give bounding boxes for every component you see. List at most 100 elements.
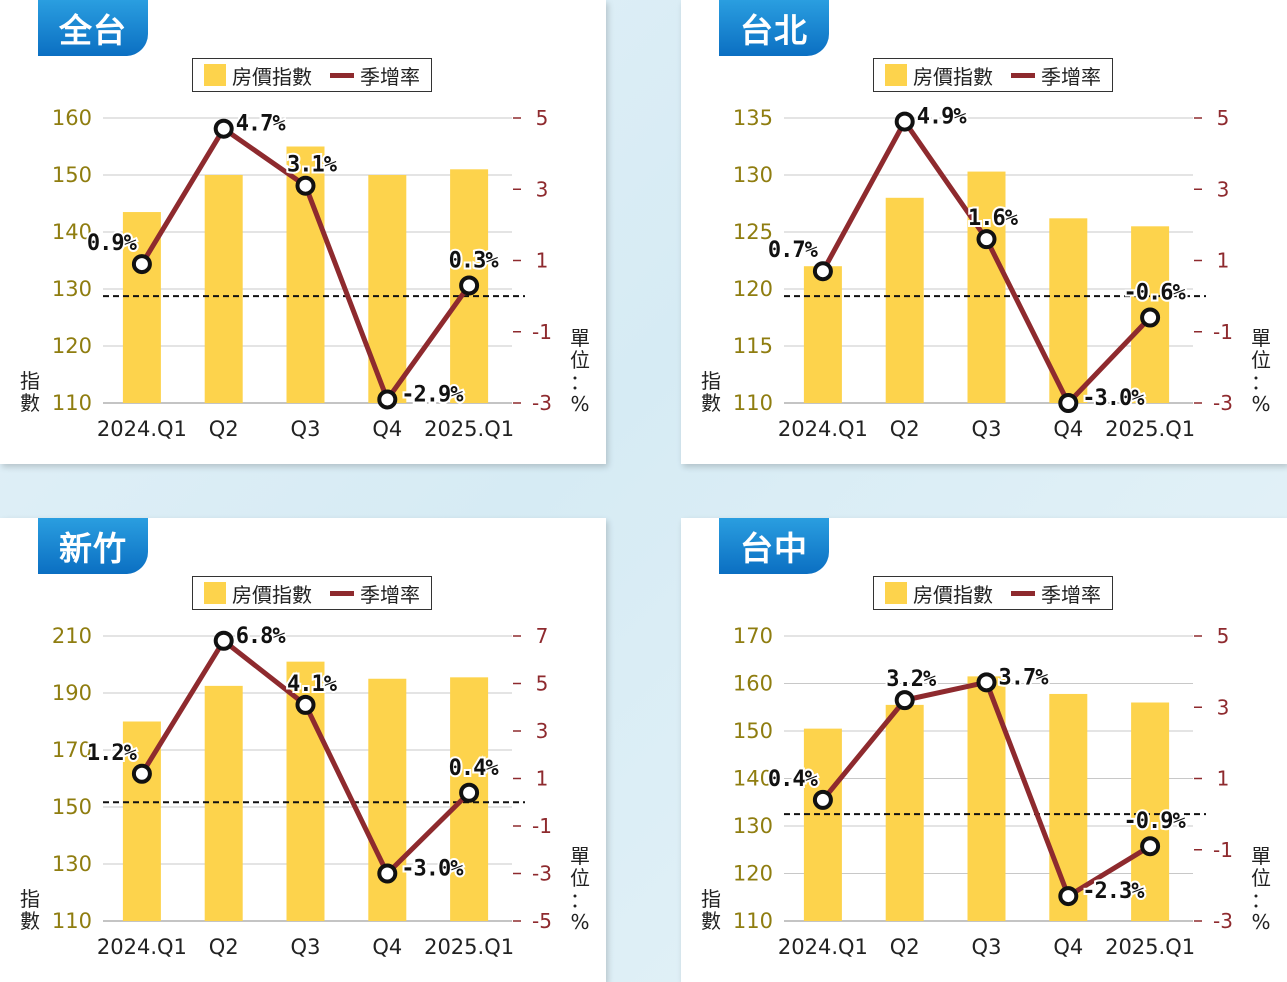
bar bbox=[1049, 693, 1088, 921]
y-tick-label-left: 160 bbox=[52, 106, 92, 130]
data-label: 4.9% bbox=[917, 105, 968, 130]
y-tick-label-left: 125 bbox=[733, 220, 773, 244]
bar bbox=[885, 704, 924, 921]
line-point bbox=[295, 694, 316, 715]
y-tick-label-left: 190 bbox=[52, 681, 92, 705]
line-point bbox=[812, 789, 833, 810]
data-label: -0.9% bbox=[1123, 809, 1186, 834]
chart-panel-taipei: 台北 房價指數 季增率 135 130 125 120 115 110 5 3 1 -1 -3 0.7… bbox=[681, 0, 1287, 464]
x-tick-label: 2025.Q1 bbox=[424, 417, 514, 441]
chart-panel-hsinchu: 新竹 房價指數 季增率 210 190 170 150 130 110 7 5 3 1 -1 -3 -5… bbox=[0, 518, 606, 982]
y-tick-label-left: 130 bbox=[733, 163, 773, 187]
y-tick-label-left: 110 bbox=[733, 391, 773, 415]
y-tick-label-right: -3 bbox=[1213, 909, 1233, 933]
y-axis-title-left: 指 bbox=[701, 369, 721, 393]
y-tick-label-right: -1 bbox=[1213, 320, 1233, 344]
x-tick-label: Q2 bbox=[890, 417, 920, 441]
y-axis-title-right: ： bbox=[1251, 888, 1271, 912]
line-point bbox=[295, 175, 316, 196]
x-tick-label: 2024.Q1 bbox=[778, 935, 868, 959]
legend-label-line: 季增率 bbox=[360, 582, 420, 607]
y-tick-label-right: 3 bbox=[1217, 177, 1230, 201]
legend-swatch-bar bbox=[204, 582, 226, 604]
y-tick-label-left: 140 bbox=[52, 220, 92, 244]
x-tick-label: Q4 bbox=[372, 935, 402, 959]
legend-swatch-bar bbox=[885, 582, 907, 604]
legend-label-line: 季增率 bbox=[1041, 582, 1101, 607]
y-tick-label-right: 5 bbox=[1217, 624, 1230, 648]
y-axis-title-right: 單 bbox=[570, 844, 590, 868]
line-point bbox=[1058, 886, 1079, 907]
line-point bbox=[1058, 393, 1079, 413]
y-tick-label-left: 135 bbox=[733, 106, 773, 130]
line-point bbox=[131, 763, 152, 784]
x-tick-label: Q4 bbox=[372, 417, 402, 441]
y-axis-title-right: 單 bbox=[570, 326, 590, 350]
legend-item-line: 季增率 bbox=[330, 579, 420, 608]
region-title: 台中 bbox=[719, 518, 829, 574]
data-label: 6.8% bbox=[236, 624, 287, 649]
line-point bbox=[377, 389, 398, 410]
legend-swatch-bar bbox=[885, 64, 907, 86]
y-tick-label-right: 3 bbox=[536, 719, 549, 743]
y-tick-label-left: 150 bbox=[733, 719, 773, 743]
legend-label-bar: 房價指數 bbox=[232, 582, 312, 607]
legend-swatch-bar bbox=[204, 64, 226, 86]
y-axis-title-right: 單 bbox=[1251, 844, 1271, 868]
y-tick-label-left: 120 bbox=[733, 862, 773, 886]
legend-label-bar: 房價指數 bbox=[913, 582, 993, 607]
y-axis-title-right: 位 bbox=[1251, 348, 1271, 372]
y-axis-title-right: % bbox=[570, 392, 589, 416]
y-tick-label-right: -3 bbox=[532, 391, 552, 415]
y-tick-label-right: -1 bbox=[532, 814, 552, 838]
y-tick-label-right: -5 bbox=[532, 909, 552, 933]
line-point bbox=[976, 672, 997, 693]
y-axis-title-right: ： bbox=[1251, 370, 1271, 394]
line-point bbox=[976, 229, 997, 250]
data-label: -2.9% bbox=[401, 382, 464, 407]
y-axis-title-left: 數 bbox=[20, 909, 40, 933]
y-tick-label-left: 130 bbox=[733, 814, 773, 838]
data-label: 0.4% bbox=[449, 756, 500, 781]
data-label: -2.3% bbox=[1082, 879, 1145, 904]
x-tick-label: 2024.Q1 bbox=[778, 417, 868, 441]
legend-label-bar: 房價指數 bbox=[232, 64, 312, 89]
x-tick-label: Q4 bbox=[1053, 935, 1083, 959]
y-tick-label-left: 170 bbox=[52, 738, 92, 762]
y-axis-title-left: 數 bbox=[701, 391, 721, 415]
y-tick-label-right: -3 bbox=[1213, 391, 1233, 415]
y-axis-title-right: % bbox=[1251, 392, 1270, 416]
y-tick-label-left: 115 bbox=[733, 334, 773, 358]
line-point bbox=[1140, 307, 1161, 328]
y-tick-label-right: -1 bbox=[1213, 838, 1233, 862]
y-tick-label-left: 140 bbox=[733, 767, 773, 791]
y-tick-label-left: 210 bbox=[52, 624, 92, 648]
y-tick-label-left: 110 bbox=[52, 909, 92, 933]
region-title: 全台 bbox=[38, 0, 148, 56]
legend: 房價指數 季增率 bbox=[192, 58, 432, 92]
y-tick-label-left: 150 bbox=[52, 163, 92, 187]
bar bbox=[1131, 702, 1170, 921]
y-axis-title-right: 位 bbox=[1251, 866, 1271, 890]
y-tick-label-left: 110 bbox=[733, 909, 773, 933]
data-label: -3.0% bbox=[401, 857, 464, 882]
x-tick-label: Q3 bbox=[972, 935, 1002, 959]
bar bbox=[803, 266, 842, 403]
legend-item-line: 季增率 bbox=[330, 61, 420, 90]
y-tick-label-left: 150 bbox=[52, 795, 92, 819]
legend-label-line: 季增率 bbox=[1041, 64, 1101, 89]
line-point bbox=[1140, 836, 1161, 857]
data-label: 1.6% bbox=[968, 206, 1019, 231]
x-tick-label: Q2 bbox=[209, 935, 239, 959]
y-axis-title-left: 指 bbox=[20, 369, 40, 393]
line-point bbox=[213, 630, 234, 651]
y-axis-title-right: ： bbox=[570, 370, 590, 394]
chart-svg: 170 160 150 140 130 120 110 5 3 1 -1 -3 0.4% 3.2% 3.7%… bbox=[701, 624, 1271, 959]
data-label: 0.3% bbox=[449, 248, 500, 273]
y-axis-title-right: 位 bbox=[570, 348, 590, 372]
x-tick-label: Q3 bbox=[291, 935, 321, 959]
y-tick-label-right: 1 bbox=[536, 767, 549, 791]
x-tick-label: 2025.Q1 bbox=[1105, 417, 1195, 441]
y-axis-title-left: 指 bbox=[20, 887, 40, 911]
y-axis-title-right: 單 bbox=[1251, 326, 1271, 350]
